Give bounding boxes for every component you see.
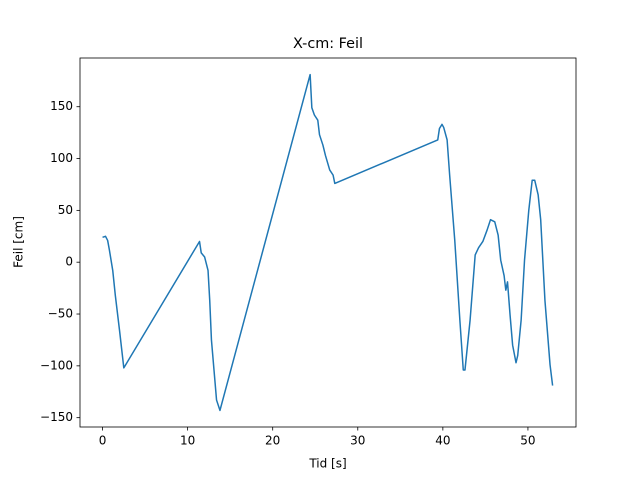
chart-title: X-cm: Feil: [293, 36, 363, 52]
y-tick-label: −100: [40, 358, 73, 372]
y-tick-label: 100: [50, 151, 73, 165]
x-tick-label: 30: [350, 434, 365, 448]
x-tick-label: 10: [180, 434, 195, 448]
y-tick-label: 50: [58, 203, 73, 217]
x-tick-label: 20: [265, 434, 280, 448]
x-tick-label: 50: [520, 434, 535, 448]
x-axis-label: Tid [s]: [308, 457, 346, 471]
y-tick-label: −50: [48, 307, 73, 321]
y-tick-label: 0: [65, 255, 73, 269]
y-axis-label: Feil [cm]: [12, 216, 26, 268]
plot-frame: [79, 57, 577, 428]
y-tick-label: −150: [40, 410, 73, 424]
x-tick-label: 0: [99, 434, 107, 448]
y-tick-label: 150: [50, 99, 73, 113]
x-tick-label: 40: [435, 434, 450, 448]
data-line: [102, 73, 554, 412]
